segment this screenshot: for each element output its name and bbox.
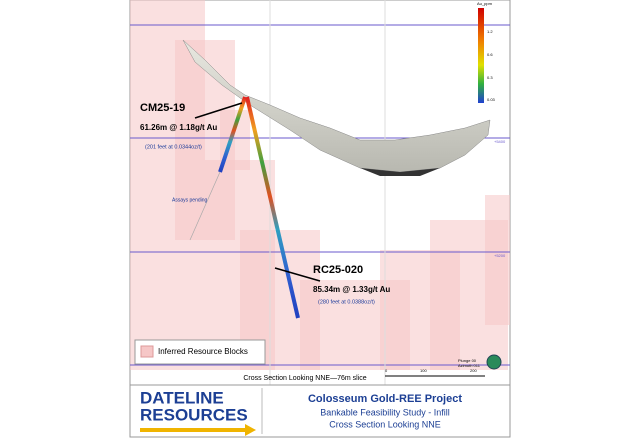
arrow: [274, 267, 321, 282]
orientation: Azimuth 011: [458, 363, 481, 368]
legend-title: Au_ppm: [477, 1, 493, 6]
label: 85.34m @ 1.33g/t Au: [313, 285, 390, 294]
label: (201 feet at 0.0344oz/t): [145, 144, 202, 150]
footer-title: Colosseum Gold-REE Project: [308, 393, 462, 405]
legend-swatch: [140, 345, 154, 358]
footer: DATELINE RESOURCES Colosseum Gold-REE Pr…: [129, 384, 511, 438]
block-legend: [134, 339, 266, 365]
color-bar: [478, 8, 484, 103]
drill-hole: [218, 96, 247, 173]
legend-tick: 1.2: [487, 29, 493, 34]
orientation: Plunge 00: [458, 358, 477, 363]
logo-arrow: [140, 424, 256, 436]
label: 61.26m @ 1.18g/t Au: [140, 123, 217, 132]
legend-tick: 0.03: [487, 97, 496, 102]
label: Assays pending: [172, 197, 208, 203]
elevation-label: +5200: [494, 253, 506, 258]
footer-line: Cross Section Looking NNE: [329, 419, 441, 429]
scale-label: 0: [385, 368, 388, 373]
pit-floor: [360, 168, 440, 176]
pit: [182, 39, 491, 173]
arrow: [194, 102, 243, 119]
label: RC25-020: [313, 264, 363, 276]
elevation-label: +5400: [494, 139, 506, 144]
section-view: CM25-19 61.26m @ 1.18g/t Au (201 feet at…: [129, 0, 511, 386]
legend-tick: 0.3: [487, 75, 493, 80]
footer-line: Bankable Feasibility Study - Infill: [320, 407, 450, 417]
logo: DATELINE: [140, 388, 224, 407]
scale-label: 100: [420, 368, 427, 373]
label: CM25-19: [140, 102, 185, 114]
label: (280 feet at 0.0388oz/t): [318, 299, 375, 305]
legend-tick: 0.6: [487, 52, 493, 57]
legend-label: Inferred Resource Blocks: [158, 347, 248, 356]
scale-label: 200: [470, 368, 477, 373]
compass: [486, 354, 502, 370]
drill-hole: [245, 96, 300, 319]
slice-label: Cross Section Looking NNE—76m slice: [243, 375, 366, 382]
logo: RESOURCES: [140, 405, 248, 424]
drill-trace: [189, 171, 221, 241]
